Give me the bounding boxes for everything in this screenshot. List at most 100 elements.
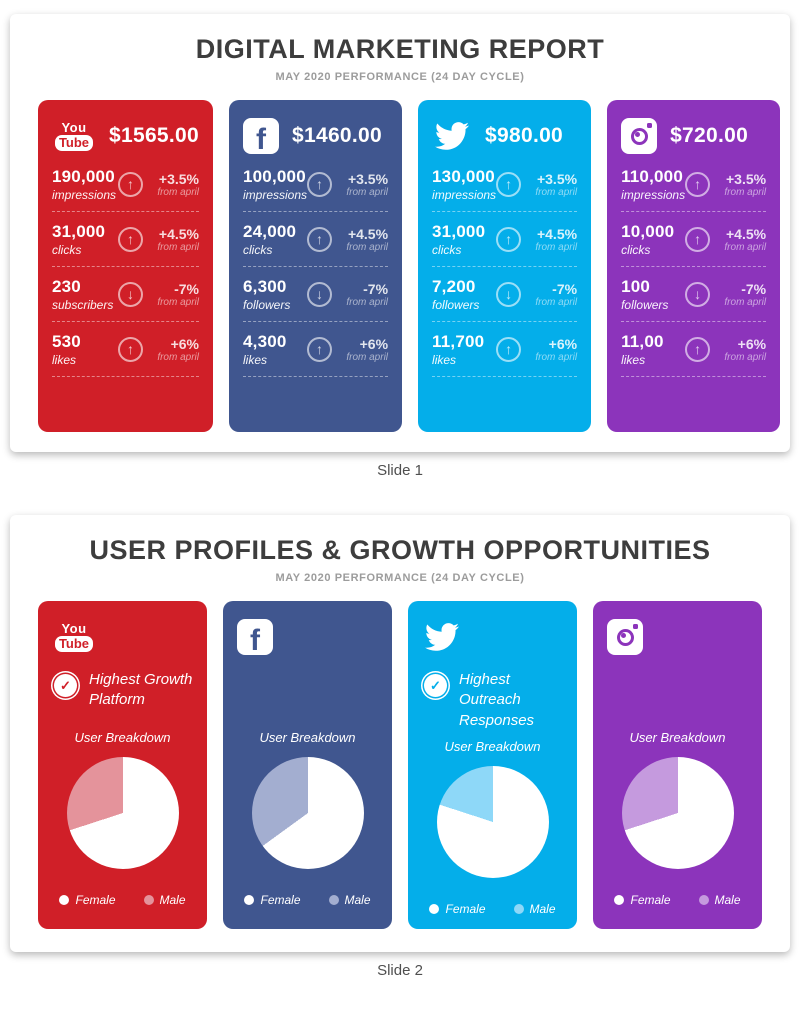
metric-row-impressions: 110,000 impressions ↑ +3.5% from april — [621, 157, 767, 212]
change-note: from april — [157, 186, 199, 198]
twitter-bird-icon — [435, 122, 470, 150]
metric-row-impressions: 130,000 impressions ↑ +3.5% from april — [432, 157, 578, 212]
trend-up-arrow-icon: ↑ — [685, 226, 711, 252]
change-note: from april — [346, 241, 389, 253]
legend-male: Male — [513, 902, 556, 916]
metric-label: followers — [432, 297, 480, 312]
slide1-subtitle: MAY 2020 PERFORMANCE (24 DAY CYCLE) — [275, 71, 525, 83]
card-youtube-profile: You Tube ✓ Highest Growth Platform User … — [38, 601, 207, 929]
change-note: from april — [535, 186, 578, 198]
card-header — [422, 616, 563, 658]
highlight-badge: ✓ Highest Outreach Responses — [422, 670, 563, 731]
pie-legend: Female Male — [237, 893, 378, 907]
metric-value: 4,300 — [243, 331, 287, 351]
metric-value: 6,300 — [243, 276, 287, 296]
legend-female: Female — [429, 902, 486, 916]
change-note: from april — [346, 186, 389, 198]
trend-up-arrow-icon: ↑ — [307, 171, 333, 197]
change-percent: +4.5% — [347, 225, 389, 242]
female-dot-icon — [429, 903, 440, 914]
pie-legend: Female Male — [52, 893, 193, 907]
legend-female: Female — [59, 893, 116, 907]
trend-down-arrow-icon: ↓ — [685, 281, 711, 307]
change-percent: +3.5% — [536, 170, 578, 187]
metric-value: 230 — [52, 276, 81, 296]
change-percent: +6% — [548, 335, 578, 352]
change-note: from april — [724, 351, 767, 363]
metric-label: likes — [621, 352, 646, 367]
pie-chart-title: User Breakdown — [259, 730, 356, 745]
metric-row-clicks: 10,000 clicks ↑ +4.5% from april — [621, 212, 767, 267]
trend-up-arrow-icon: ↑ — [118, 226, 143, 252]
legend-female: Female — [244, 893, 301, 907]
slide1-caption: Slide 1 — [377, 462, 423, 479]
change-note: from april — [724, 186, 767, 198]
card-header: f $1460.00 — [243, 115, 388, 157]
trend-down-arrow-icon: ↓ — [307, 281, 333, 307]
card-instagram-metrics: $720.00 110,000 impressions ↑ +3.5% from… — [607, 100, 781, 432]
user-breakdown-pie-chart — [251, 757, 364, 869]
pie-chart-title: User Breakdown — [444, 738, 541, 754]
metric-value: 7,200 — [432, 276, 476, 296]
card-header — [607, 616, 748, 658]
trend-up-arrow-icon: ↑ — [307, 336, 333, 362]
user-breakdown-pie-chart — [621, 757, 734, 869]
card-header: $720.00 — [621, 115, 766, 157]
pie-chart-title: User Breakdown — [629, 730, 726, 745]
metric-value: 530 — [52, 331, 81, 351]
metric-row-clicks: 31,000 clicks ↑ +4.5% from april — [432, 212, 578, 267]
trend-down-arrow-icon: ↓ — [496, 281, 522, 307]
metric-value: 31,000 — [52, 221, 106, 241]
change-percent: +3.5% — [347, 170, 389, 187]
trend-up-arrow-icon: ↑ — [118, 171, 143, 197]
trend-up-arrow-icon: ↑ — [496, 226, 522, 252]
change-percent: +3.5% — [726, 170, 767, 187]
ad-spend-value: $720.00 — [670, 124, 749, 147]
change-note: from april — [535, 241, 578, 253]
metric-row-likes: 11,700 likes ↑ +6% from april — [432, 322, 578, 377]
metric-value: 100,000 — [243, 166, 306, 186]
change-percent: +4.5% — [726, 225, 767, 242]
slide1-title: DIGITAL MARKETING REPORT — [195, 34, 605, 64]
trend-up-arrow-icon: ↑ — [496, 171, 522, 197]
metric-label: impressions — [52, 187, 117, 202]
badge-text: Highest Growth Platform — [89, 671, 193, 709]
change-note: from april — [346, 351, 389, 363]
change-percent: -7% — [174, 280, 199, 297]
legend-male: Male — [143, 893, 186, 907]
card-facebook-metrics: f $1460.00 100,000 impressions ↑ +3.5% f… — [229, 100, 403, 432]
change-note: from april — [157, 241, 199, 253]
slide2-title: USER PROFILES & GROWTH OPPORTUNITIES — [89, 535, 711, 565]
card-twitter-metrics: $980.00 130,000 impressions ↑ +3.5% from… — [418, 100, 592, 432]
twitter-bird-icon — [425, 623, 460, 651]
female-dot-icon — [244, 895, 255, 905]
facebook-icon: f — [237, 619, 273, 656]
metric-label: clicks — [432, 242, 462, 257]
male-dot-icon — [143, 895, 154, 905]
instagram-icon — [621, 118, 658, 154]
pie-legend: Female Male — [422, 902, 563, 916]
change-note: from april — [535, 296, 578, 308]
youtube-logo-tube: Tube — [54, 135, 94, 151]
metric-label: impressions — [432, 187, 497, 202]
change-percent: +4.5% — [158, 225, 199, 242]
female-dot-icon — [614, 895, 625, 905]
metric-row-likes: 530 likes ↑ +6% from april — [52, 322, 199, 377]
youtube-logo-icon: You Tube — [52, 121, 96, 151]
male-dot-icon — [328, 895, 339, 905]
change-percent: +4.5% — [536, 225, 578, 242]
card-header: $980.00 — [432, 115, 577, 157]
youtube-logo-you: You — [61, 120, 87, 135]
change-percent: +6% — [737, 335, 767, 352]
highlight-badge: ✓ Highest Growth Platform — [52, 670, 193, 722]
metric-row-impressions: 100,000 impressions ↑ +3.5% from april — [243, 157, 389, 212]
pie-chart-title: User Breakdown — [74, 730, 171, 745]
slide2-caption: Slide 2 — [377, 962, 423, 979]
metric-label: followers — [621, 297, 669, 312]
change-percent: -7% — [741, 280, 767, 297]
metric-label: clicks — [243, 242, 273, 257]
change-note: from april — [346, 296, 389, 308]
card-facebook-profile: f ✓ User Breakdown Female Male — [223, 601, 392, 929]
metric-label: followers — [243, 297, 291, 312]
change-percent: -7% — [552, 280, 578, 297]
